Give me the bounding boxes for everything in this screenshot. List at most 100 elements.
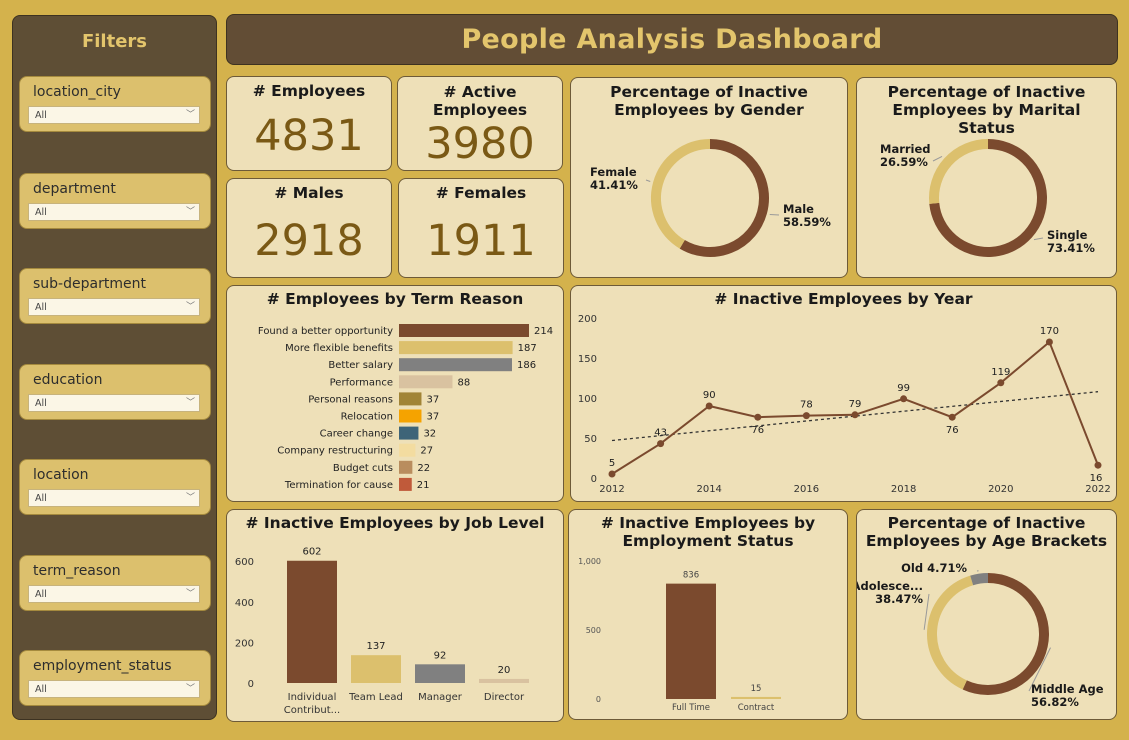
dropdown-value: All <box>35 493 47 504</box>
slice-label: Middle Age <box>1031 682 1104 696</box>
data-label: 79 <box>849 399 862 410</box>
job-level-panel[interactable]: # Inactive Employees by Job Level 0 200 40… <box>226 509 564 722</box>
term-reason-bar <box>399 392 422 406</box>
term-reason-bar-chart: Found a better opportunity 214 More flexib… <box>258 324 553 491</box>
slicer-location-city: location_city All ﹀ <box>19 76 211 132</box>
job-level-bar <box>351 655 401 683</box>
data-point <box>948 413 956 421</box>
employment-status-panel[interactable]: # Inactive Employees by Employment Statu… <box>568 509 848 720</box>
slicer-label: location_city <box>33 84 121 100</box>
category-label: Career change <box>320 429 393 440</box>
employment-status-bar-chart: 0 500 1,000 836 Full Time 15 Contract <box>578 557 781 713</box>
chevron-down-icon: ﹀ <box>185 398 195 408</box>
data-label: 602 <box>302 547 321 558</box>
education-dropdown[interactable]: All ﹀ <box>28 394 200 412</box>
chevron-down-icon: ﹀ <box>185 684 195 694</box>
slicer-employment-status: employment_status All ﹀ <box>19 650 211 706</box>
gender-donut-panel[interactable]: Percentage of Inactive Employees by Gend… <box>570 77 848 278</box>
category-label: Relocation <box>341 412 393 423</box>
chart-title: Percentage of Inactive Employees by Gend… <box>610 83 808 119</box>
kpi-label: # Females <box>435 184 527 202</box>
dropdown-value: All <box>35 302 47 313</box>
dashboard-header: People Analysis Dashboard <box>226 14 1118 65</box>
chevron-down-icon: ﹀ <box>185 207 195 217</box>
marital-donut-panel[interactable]: Percentage of Inactive Employees by Mari… <box>856 77 1117 278</box>
x-tick-label: 2018 <box>891 484 916 495</box>
employment-status-bar <box>731 696 781 699</box>
slicer-education: education All ﹀ <box>19 364 211 420</box>
term-reason-panel[interactable]: # Employees by Term Reason Found a bette… <box>226 285 564 502</box>
term-reason-bar <box>399 409 422 423</box>
inactive-by-year-panel[interactable]: # Inactive Employees by Year 0 50 100 150 20… <box>570 285 1117 502</box>
data-label: 170 <box>1040 326 1059 337</box>
dropdown-value: All <box>35 398 47 409</box>
term-reason-dropdown[interactable]: All ﹀ <box>28 585 200 603</box>
data-point <box>900 395 908 403</box>
kpi-females[interactable]: # Females 1911 <box>398 178 564 278</box>
data-label: 37 <box>426 394 439 405</box>
kpi-value: 2918 <box>254 216 364 266</box>
x-tick-label: 2014 <box>696 484 721 495</box>
chart-title: Percentage of Inactive Employees by Mari… <box>887 83 1086 137</box>
slice-label: Old 4.71% <box>901 561 967 575</box>
dropdown-value: All <box>35 207 47 218</box>
employment-status-dropdown[interactable]: All ﹀ <box>28 680 200 698</box>
data-label: 90 <box>703 390 716 401</box>
slicer-label: location <box>33 467 89 483</box>
inactive-by-year-line-chart: 0 50 100 150 200 2012 2014 2016 2018 2020 2022 5 43 9… <box>578 314 1111 495</box>
location-city-dropdown[interactable]: All ﹀ <box>28 106 200 124</box>
donut-slice <box>962 573 1049 695</box>
data-label: 137 <box>366 641 385 652</box>
slice-label: Female <box>590 165 637 179</box>
slice-label: Married <box>880 142 931 156</box>
category-label: Contribut... <box>284 705 340 716</box>
chart-title: # Inactive Employees by Year <box>714 290 973 308</box>
leader-line <box>923 593 930 630</box>
location-dropdown[interactable]: All ﹀ <box>28 489 200 507</box>
chart-title: # Employees by Term Reason <box>266 290 524 308</box>
employment-status-bar <box>666 583 716 699</box>
x-tick-label: 2020 <box>988 484 1013 495</box>
category-label: Found a better opportunity <box>258 326 393 337</box>
y-tick-label: 150 <box>578 354 597 365</box>
slicer-label: employment_status <box>33 658 172 674</box>
slicer-department: department All ﹀ <box>19 173 211 229</box>
kpi-value: 1911 <box>426 216 536 266</box>
kpi-label: # Employees <box>252 82 366 100</box>
data-label: 22 <box>417 463 430 474</box>
term-reason-bar <box>399 375 453 389</box>
data-label: 5 <box>609 458 615 469</box>
kpi-males[interactable]: # Males 2918 <box>226 178 392 278</box>
data-label: 32 <box>423 429 436 440</box>
data-label: 76 <box>751 425 764 436</box>
y-tick-label: 400 <box>235 598 254 609</box>
donut-slice <box>970 573 989 586</box>
data-label: 16 <box>1090 473 1103 484</box>
chevron-down-icon: ﹀ <box>185 589 195 599</box>
term-reason-bar <box>399 477 412 491</box>
category-label: Contract <box>738 703 775 713</box>
sub-department-dropdown[interactable]: All ﹀ <box>28 298 200 316</box>
donut-slice <box>927 575 974 690</box>
kpi-employees[interactable]: # Employees 4831 <box>226 76 392 171</box>
slice-value: 41.41% <box>590 178 638 192</box>
donut-slice <box>929 139 1047 257</box>
age-brackets-panel[interactable]: Percentage of Inactive Employees by Age … <box>856 509 1117 720</box>
department-dropdown[interactable]: All ﹀ <box>28 203 200 221</box>
donut-slice <box>929 139 989 204</box>
term-reason-bar <box>399 324 529 337</box>
job-level-bar <box>287 560 337 683</box>
data-label: 88 <box>457 377 470 388</box>
category-label: Budget cuts <box>333 463 393 474</box>
y-tick-label: 100 <box>578 394 597 405</box>
kpi-active-employees[interactable]: # Active Employees 3980 <box>397 76 563 171</box>
category-label: Company restructuring <box>277 446 393 457</box>
x-tick-label: 2016 <box>794 484 819 495</box>
data-label: 43 <box>654 428 667 439</box>
leader-line <box>645 179 651 182</box>
chart-title: # Inactive Employees by Job Level <box>245 514 545 532</box>
slice-label: Male <box>783 202 814 216</box>
y-tick-label: 600 <box>235 557 254 568</box>
category-label: Personal reasons <box>308 394 393 405</box>
slice-value: 73.41% <box>1047 241 1095 255</box>
